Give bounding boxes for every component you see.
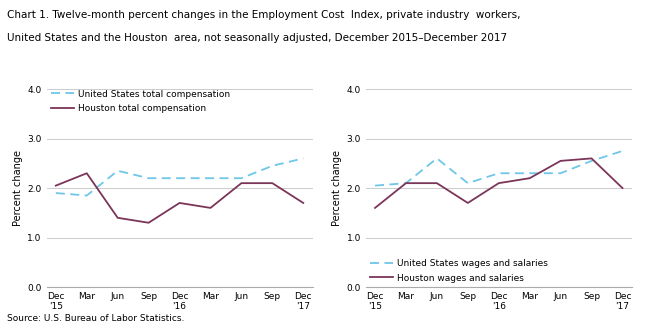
Houston wages and salaries: [464, 201, 471, 205]
Houston wages and salaries: [433, 181, 441, 185]
United States total compensation: [269, 164, 277, 168]
Houston wages and salaries: [618, 186, 626, 190]
Houston wages and salaries: [402, 181, 410, 185]
Y-axis label: Percent change: Percent change: [332, 150, 342, 226]
United States total compensation: [207, 176, 215, 180]
Line: Houston total compensation: Houston total compensation: [56, 173, 303, 223]
Houston total compensation: [82, 171, 90, 175]
Houston wages and salaries: [371, 206, 379, 210]
Line: Houston wages and salaries: Houston wages and salaries: [375, 158, 622, 208]
Legend: United States wages and salaries, Houston wages and salaries: United States wages and salaries, Housto…: [370, 259, 548, 282]
United States wages and salaries: [433, 156, 441, 160]
Houston wages and salaries: [526, 176, 534, 180]
Houston total compensation: [144, 221, 152, 225]
United States wages and salaries: [371, 183, 379, 187]
United States wages and salaries: [464, 181, 471, 185]
Line: United States wages and salaries: United States wages and salaries: [375, 151, 622, 185]
United States wages and salaries: [495, 171, 503, 175]
Houston total compensation: [299, 201, 307, 205]
United States wages and salaries: [557, 171, 565, 175]
Text: Chart 1. Twelve-month percent changes in the Employment Cost  Index, private ind: Chart 1. Twelve-month percent changes in…: [7, 10, 520, 20]
United States total compensation: [144, 176, 152, 180]
Y-axis label: Percent change: Percent change: [13, 150, 23, 226]
Text: Source: U.S. Bureau of Labor Statistics.: Source: U.S. Bureau of Labor Statistics.: [7, 314, 184, 323]
Houston total compensation: [269, 181, 277, 185]
Line: United States total compensation: United States total compensation: [56, 158, 303, 195]
United States total compensation: [176, 176, 184, 180]
United States total compensation: [237, 176, 245, 180]
Houston wages and salaries: [588, 156, 596, 160]
United States wages and salaries: [618, 149, 626, 153]
United States total compensation: [114, 169, 122, 173]
United States total compensation: [82, 193, 90, 197]
Houston wages and salaries: [495, 181, 503, 185]
United States wages and salaries: [526, 171, 534, 175]
Houston total compensation: [176, 201, 184, 205]
United States total compensation: [52, 191, 60, 195]
Houston wages and salaries: [557, 159, 565, 163]
Houston total compensation: [237, 181, 245, 185]
Houston total compensation: [114, 216, 122, 220]
United States wages and salaries: [588, 159, 596, 163]
Houston total compensation: [52, 183, 60, 187]
United States wages and salaries: [402, 181, 410, 185]
Legend: United States total compensation, Houston total compensation: United States total compensation, Housto…: [51, 90, 230, 113]
United States total compensation: [299, 156, 307, 160]
Houston total compensation: [207, 206, 215, 210]
Text: United States and the Houston  area, not seasonally adjusted, December 2015–Dece: United States and the Houston area, not …: [7, 33, 507, 43]
